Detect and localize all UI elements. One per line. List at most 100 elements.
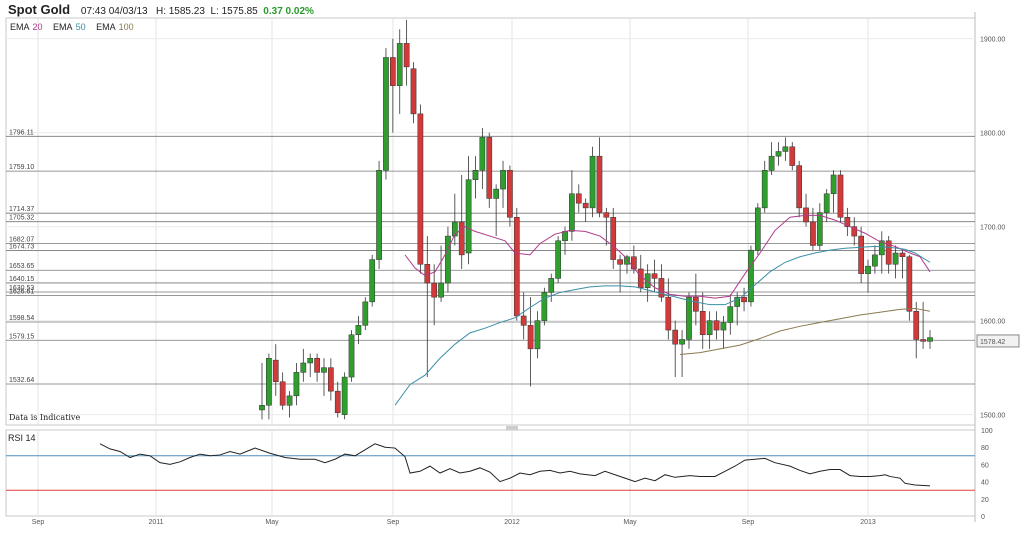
candle-down <box>279 381 286 406</box>
ema20-line <box>404 214 931 299</box>
candle-up <box>396 43 403 86</box>
rsi-tick-label: 0 <box>981 514 985 521</box>
time-tick-label: May <box>265 519 279 526</box>
symbol-title: Spot Gold <box>8 2 71 17</box>
level-label: 1682.07 <box>9 237 34 244</box>
legend-ema100-period: 100 <box>118 22 134 32</box>
candle-up <box>465 179 472 254</box>
candle-up <box>562 231 568 242</box>
candle-down <box>665 296 672 331</box>
candle-down <box>693 296 699 312</box>
candle-up <box>589 155 596 209</box>
candle-up <box>679 339 685 345</box>
candle-down <box>658 278 665 298</box>
last-price-box <box>976 334 1020 348</box>
candle-up <box>438 282 444 298</box>
candle-up <box>872 254 878 267</box>
candle-down <box>610 217 617 260</box>
candle-down <box>486 137 493 199</box>
rsi-tick-label: 20 <box>981 497 989 504</box>
candle-down <box>796 165 803 209</box>
candle-down <box>920 339 926 342</box>
candle-down <box>582 202 589 209</box>
candle-down <box>672 329 679 345</box>
last-price-label: 1578.42 <box>980 339 1005 346</box>
candle-up <box>321 367 327 373</box>
candle-up <box>383 57 389 171</box>
candle-up <box>734 296 741 307</box>
candle-up <box>362 301 369 326</box>
time-tick-label: Sep <box>742 519 755 526</box>
candle-down <box>507 170 513 218</box>
candle-down <box>596 155 603 213</box>
candle-up <box>445 235 451 284</box>
header-change: 0.37 <box>263 6 283 17</box>
candle-up <box>720 322 727 331</box>
candle-up <box>830 174 837 195</box>
candle-up <box>768 155 775 171</box>
candle-up <box>727 306 734 323</box>
candle-up <box>259 405 265 411</box>
candle-down <box>851 226 858 237</box>
candle-down <box>913 311 920 340</box>
candle-down <box>417 113 424 265</box>
candle-down <box>906 256 913 312</box>
header-change-pct: 0.02% <box>285 6 314 17</box>
candle-up <box>534 320 541 350</box>
candle-down <box>844 217 851 227</box>
candle-down <box>603 212 610 218</box>
candle-up <box>927 337 933 342</box>
level-label: 1714.37 <box>9 206 34 213</box>
candle-down <box>885 240 892 265</box>
price-tick-label: 1700.00 <box>980 225 1005 232</box>
candle-up <box>500 170 506 190</box>
candle-up <box>775 151 782 157</box>
time-tick-label: Sep <box>387 519 400 526</box>
candle-up <box>865 265 871 274</box>
candle-up <box>644 273 651 289</box>
rsi-tick-label: 100 <box>981 428 993 435</box>
candle-down <box>858 235 864 274</box>
candle-up <box>686 296 692 340</box>
legend-ema50-period: 50 <box>75 22 86 32</box>
candle-down <box>458 221 465 256</box>
indicator-legend: EMA 20 EMA 50 EMA 100 <box>10 22 137 32</box>
level-label: 1759.10 <box>9 164 34 171</box>
candle-down <box>431 282 438 298</box>
candle-down <box>513 217 520 317</box>
candle-up <box>555 240 561 279</box>
candle-up <box>878 240 885 256</box>
candle-down <box>651 273 658 279</box>
time-tick-label: May <box>623 519 637 526</box>
candle-up <box>782 146 789 152</box>
candle-up <box>286 395 293 406</box>
candle-down <box>741 296 747 303</box>
candle-down <box>389 57 396 86</box>
candle-up <box>569 193 575 232</box>
level-label: 1705.32 <box>9 215 34 222</box>
chart-header: Spot Gold 07:43 04/03/13 H: 1585.23 L: 1… <box>8 2 314 17</box>
candle-down <box>837 174 844 218</box>
candle-down <box>637 268 644 289</box>
candle-up <box>307 358 314 364</box>
candle-up <box>548 278 555 293</box>
time-tick-label: Sep <box>32 519 45 526</box>
candle-up <box>472 170 479 180</box>
candle-down <box>810 221 816 246</box>
candle-up <box>823 193 830 213</box>
candle-up <box>706 320 713 336</box>
header-high: H: 1585.23 <box>155 6 205 17</box>
legend-ema-label: EMA <box>10 22 30 32</box>
candle-up <box>266 358 272 406</box>
level-label: 1674.73 <box>9 243 34 250</box>
header-datetime: 07:43 04/03/13 <box>80 6 148 17</box>
price-tick-label: 1600.00 <box>980 319 1005 326</box>
candle-up <box>479 137 486 171</box>
rsi-tick-label: 40 <box>981 480 989 487</box>
candle-up <box>754 207 761 251</box>
candle-up <box>293 372 300 397</box>
time-tick-label: 2013 <box>860 519 876 526</box>
level-label: 1796.11 <box>9 129 34 136</box>
candle-up <box>748 249 754 303</box>
level-label: 1653.65 <box>9 263 34 270</box>
